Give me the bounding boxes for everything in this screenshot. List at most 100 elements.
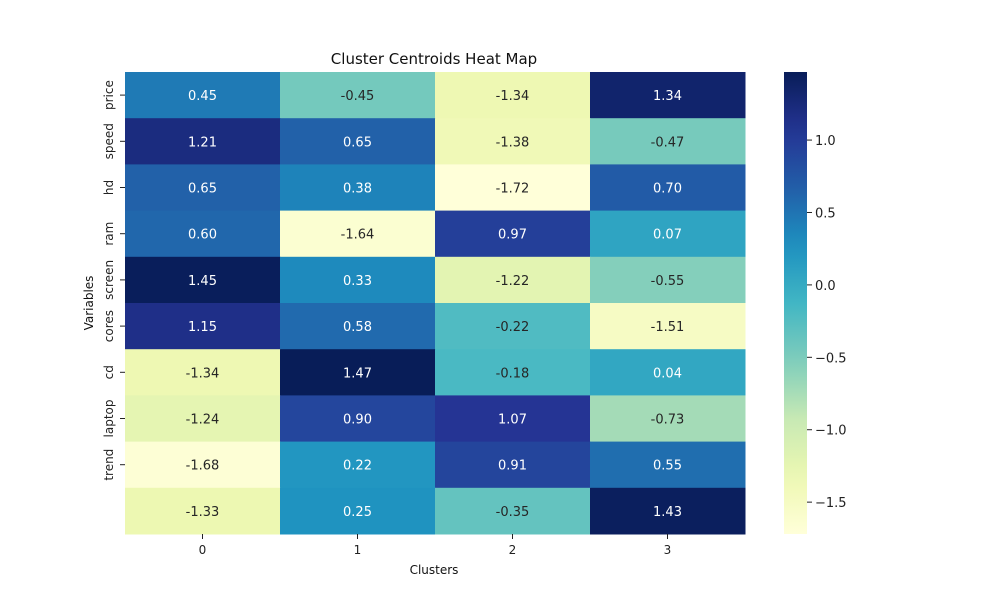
heatmap-cell [125,210,281,258]
heatmap-cell [280,256,436,304]
cell-value-label: -1.34 [496,89,530,104]
cell-value-label: 0.38 [343,182,372,197]
heatmap-cell [435,303,591,350]
cell-value-label: 0.22 [343,459,372,474]
cell-value-label: 1.34 [653,89,682,104]
cell-value-label: 0.91 [498,459,527,474]
cell-value-label: -0.47 [651,135,685,150]
cell-value-label: -0.18 [496,366,530,381]
cell-value-label: 0.65 [343,135,372,150]
x-tick-label: 1 [354,543,362,557]
x-tick-label: 0 [199,543,207,557]
cell-value-label: 1.43 [653,505,682,520]
y-tick-label: price [102,80,116,110]
cell-value-label: 0.04 [653,366,682,381]
cell-value-label: 1.07 [498,413,527,428]
heatmap-cell [125,441,281,489]
heatmap-cell [590,256,746,304]
cell-value-label: 0.07 [653,228,682,243]
heatmap-cell [125,395,281,443]
heatmap-cell [280,441,436,489]
heatmap-cell [125,303,281,350]
heatmap-cell [590,210,746,258]
heatmap-cell [280,210,436,258]
cell-value-label: 0.25 [343,505,372,520]
cell-value-label: -1.68 [186,459,220,474]
cell-value-label: -0.35 [496,505,530,520]
heatmap-cell [125,118,281,165]
heatmap-cell [590,118,746,165]
cell-value-label: 0.90 [343,413,372,428]
cell-value-label: -0.55 [651,274,685,289]
heatmap-cell [435,487,591,535]
y-tick-label: trend [102,449,116,481]
heatmap-cell [435,441,591,489]
cell-value-label: 0.70 [653,182,682,197]
colorbar-tick-label: 1.0 [815,134,836,149]
heatmap-cell [435,395,591,443]
heatmap-cell [125,72,281,119]
cell-value-label: -1.34 [186,366,220,381]
y-tick-label: hd [102,180,116,195]
y-axis-ticks: price speed hd ram screen cores cd laptop trend [102,80,125,481]
heatmap-cell [125,487,281,535]
cell-value-label: 0.97 [498,228,527,243]
heatmap-cells: 0.45 -0.45 -1.34 1.34 1.21 0.65 -1.38 -0.47 0.65… [125,72,746,535]
cell-value-label: 0.60 [188,228,217,243]
x-tick-label: 3 [664,543,672,557]
cell-value-label: 1.47 [343,366,372,381]
cell-value-label: -0.73 [651,413,685,428]
cell-value-label: 1.21 [188,135,217,150]
heatmap-cell [590,487,746,535]
chart-title: Cluster Centroids Heat Map [331,50,537,68]
heatmap-cell [590,72,746,119]
cell-value-label: 0.45 [188,89,217,104]
heatmap-cell [590,303,746,350]
colorbar-tick-label: −1.5 [815,496,847,511]
y-tick-label: laptop [102,400,116,438]
heatmap-cell [125,349,281,396]
cell-value-label: 0.33 [343,274,372,289]
colorbar: 1.0 0.5 0.0 −0.5 −1.0 −1.5 [784,72,847,534]
colorbar-tick-label: 0.0 [815,279,836,294]
heatmap-cell [280,395,436,443]
cell-value-label: 0.65 [188,182,217,197]
cell-value-label: -1.51 [651,320,685,335]
y-tick-label: cd [102,365,116,379]
heatmap-cell [125,256,281,304]
cell-value-label: -1.64 [341,228,375,243]
y-axis-title: Variables [82,276,96,331]
cell-value-label: -1.72 [496,182,530,197]
cell-value-label: 1.45 [188,274,217,289]
colorbar-tick-label: 0.5 [815,206,836,221]
heatmap-cell [435,72,591,119]
heatmap-cell [590,349,746,396]
colorbar-tick-label: −0.5 [815,351,847,366]
heatmap-cell [280,72,436,119]
heatmap-cell [280,487,436,535]
cell-value-label: -1.33 [186,505,220,520]
cell-value-label: -1.24 [186,413,220,428]
y-tick-label: ram [102,222,116,246]
heatmap-cell [435,118,591,165]
colorbar-tick-label: −1.0 [815,424,847,439]
heatmap-cell [280,164,436,212]
heatmap-cell [125,164,281,212]
heatmap-cell [280,303,436,350]
colorbar-gradient [784,72,807,534]
y-tick-label: cores [102,310,116,342]
cell-value-label: -0.45 [341,89,375,104]
cell-value-label: 0.58 [343,320,372,335]
y-tick-label: speed [102,123,116,159]
y-tick-label: screen [102,260,116,300]
x-axis-ticks: 0 1 2 3 [199,534,672,557]
heatmap-cell [590,441,746,489]
heatmap-cell [280,349,436,396]
heatmap-cell [435,349,591,396]
cell-value-label: 0.55 [653,459,682,474]
x-axis-title: Clusters [410,563,459,577]
cell-value-label: -1.22 [496,274,530,289]
cell-value-label: 1.15 [188,320,217,335]
heatmap-cell [435,210,591,258]
